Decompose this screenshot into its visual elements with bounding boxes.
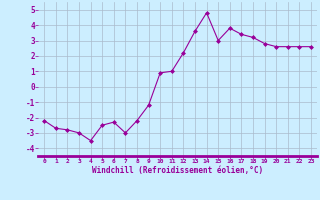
X-axis label: Windchill (Refroidissement éolien,°C): Windchill (Refroidissement éolien,°C) <box>92 166 263 175</box>
